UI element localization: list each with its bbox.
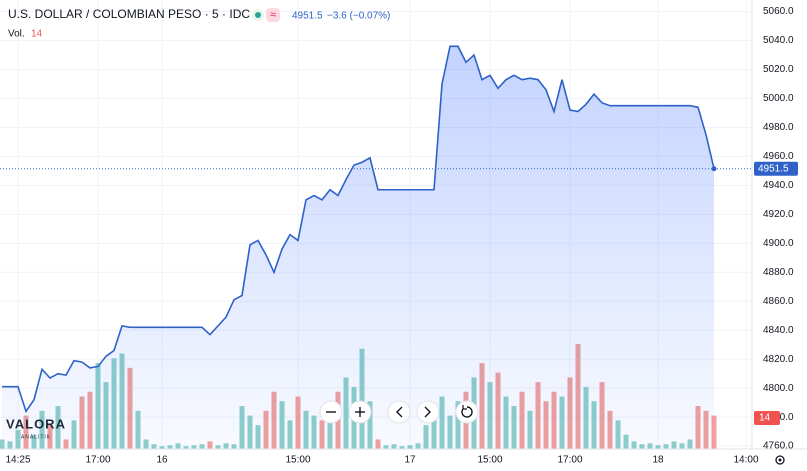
- volume-badge: [754, 411, 780, 425]
- y-tick-label: 4960.0: [763, 151, 794, 162]
- header-change: −3.6 (−0.07%): [327, 11, 390, 22]
- settings-button[interactable]: [775, 455, 785, 465]
- y-tick-label: 5000.0: [763, 93, 794, 104]
- x-tick-label: 14:00: [733, 455, 758, 466]
- status-dot: [255, 12, 261, 18]
- reset-button[interactable]: [455, 400, 479, 424]
- volume-title: Vol.: [8, 29, 25, 40]
- y-tick-label: 5040.0: [763, 35, 794, 46]
- x-tick-label: 17:00: [85, 455, 110, 466]
- x-tick-label: 17:00: [557, 455, 582, 466]
- last-point: [711, 166, 717, 172]
- x-tick-label: 16: [156, 455, 168, 466]
- chart-title: U.S. DOLLAR / COLOMBIAN PESO · 5 · IDC: [8, 7, 250, 21]
- watermark: VALORA: [6, 416, 66, 431]
- x-tick-label: 15:00: [477, 455, 502, 466]
- toolbar: [319, 400, 479, 424]
- volume-badge-label: 14: [759, 413, 771, 424]
- y-tick-label: 4980.0: [763, 122, 794, 133]
- last-price-badge: [754, 161, 798, 176]
- y-tick-label: 4760.0: [763, 441, 794, 452]
- compare-badge: [266, 8, 280, 22]
- plot: [0, 45, 752, 449]
- y-tick-label: 4840.0: [763, 325, 794, 336]
- scroll-left-button[interactable]: [387, 400, 411, 424]
- price-area: [2, 46, 714, 449]
- x-tick-label: 18: [652, 455, 664, 466]
- volume-value: 14: [31, 29, 43, 40]
- zoom-out-button[interactable]: [319, 400, 343, 424]
- watermark-sub: ANALITIK: [21, 434, 51, 440]
- zoom-in-button[interactable]: [348, 400, 372, 424]
- x-tick-label: 15:00: [285, 455, 310, 466]
- y-tick-label: 4820.0: [763, 354, 794, 365]
- y-tick-label: 5020.0: [763, 64, 794, 75]
- scroll-right-button[interactable]: [416, 400, 440, 424]
- y-tick-label: 4900.0: [763, 238, 794, 249]
- last-price-label: 4951.5: [758, 163, 789, 174]
- y-tick-label: 4920.0: [763, 209, 794, 220]
- y-tick-label: 4880.0: [763, 267, 794, 278]
- x-tick-label: 14:25: [5, 455, 30, 466]
- y-tick-label: 4940.0: [763, 180, 794, 191]
- price-line: [2, 45, 715, 414]
- y-tick-label: 4860.0: [763, 296, 794, 307]
- compare-icon: ≈: [270, 9, 276, 21]
- y-tick-label: 4800.0: [763, 383, 794, 394]
- axes: 4760.04780.04800.04820.04840.04860.04880…: [5, 6, 798, 466]
- header-price: 4951.5: [292, 11, 323, 22]
- x-tick-label: 17: [404, 455, 416, 466]
- price-axis-bg: [752, 0, 807, 471]
- y-tick-label: 5060.0: [763, 6, 794, 17]
